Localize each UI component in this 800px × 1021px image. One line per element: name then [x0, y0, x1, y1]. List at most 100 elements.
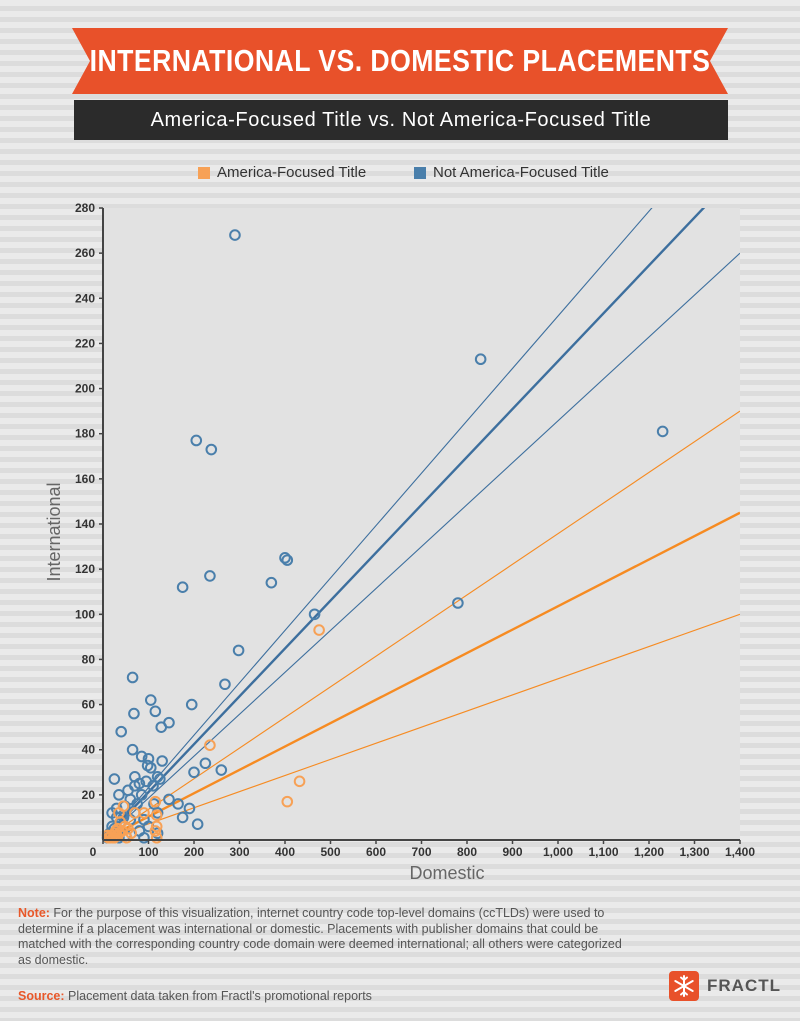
- y-tick-label-280: 280: [75, 201, 95, 215]
- point-america-23: [113, 807, 125, 819]
- point-not-america-30: [215, 764, 228, 776]
- y-tick-label-220: 220: [75, 336, 95, 350]
- source-text: Placement data taken from Fractl's promo…: [64, 989, 372, 1003]
- point-america-29: [120, 831, 133, 844]
- y-tick-label-200: 200: [75, 382, 95, 396]
- brand-logo: FRACTL: [669, 971, 781, 1001]
- point-not-america-42: [163, 793, 175, 806]
- point-america-0: [313, 624, 325, 636]
- point-not-america-7: [204, 570, 216, 582]
- trendline-america-fit: [103, 511, 740, 840]
- x-tick-label-100: 100: [138, 845, 158, 859]
- x-tick-label-300: 300: [229, 845, 249, 859]
- x-tick-label-400: 400: [275, 845, 295, 859]
- point-not-america-13: [219, 678, 231, 691]
- point-america-1: [204, 739, 216, 752]
- point-not-america-26: [199, 757, 212, 770]
- trendline-america-lower: [103, 613, 740, 840]
- point-america-5: [150, 809, 163, 821]
- y-tick-label-40: 40: [82, 743, 96, 757]
- legend-label-america: America-Focused Title: [217, 164, 367, 181]
- point-not-america-0: [229, 229, 241, 241]
- point-not-america-10: [308, 608, 321, 621]
- point-not-america-28: [144, 761, 157, 774]
- legend: America-Focused Title Not America-Focuse…: [0, 164, 800, 184]
- point-not-america-1: [474, 353, 487, 366]
- point-not-america-6: [281, 554, 294, 566]
- point-not-america-4: [205, 443, 218, 456]
- point-not-america-33: [151, 771, 164, 783]
- point-not-america-15: [144, 694, 157, 706]
- x-tick-label-700: 700: [411, 845, 431, 859]
- snowflake-icon: [669, 971, 699, 1001]
- point-america-4: [149, 795, 162, 808]
- y-tick-label-140: 140: [75, 517, 95, 531]
- point-not-america-43: [172, 798, 184, 810]
- point-not-america-18: [149, 705, 162, 718]
- y-tick-label-260: 260: [75, 246, 95, 260]
- x-tick-label-200: 200: [184, 845, 204, 859]
- point-america-25: [138, 807, 150, 819]
- point-not-america-52: [191, 818, 204, 831]
- point-america-3: [281, 795, 294, 808]
- point-not-america-9: [265, 576, 278, 589]
- point-not-america-14: [126, 671, 139, 684]
- point-not-america-11: [452, 597, 464, 609]
- trendline-america-upper: [103, 410, 740, 840]
- x-axis-title: Domestic: [409, 863, 484, 883]
- title-banner-shape: [72, 28, 728, 94]
- brand-name: FRACTL: [707, 976, 781, 995]
- x-tick-label-1000: 1,000: [543, 845, 573, 859]
- point-not-america-22: [126, 743, 139, 756]
- point-not-america-34: [154, 773, 166, 785]
- point-not-america-50: [176, 811, 189, 824]
- point-not-america-25: [156, 755, 168, 767]
- legend-swatch-america: [198, 166, 210, 179]
- x-tick-label-1200: 1,200: [634, 845, 664, 859]
- scatter-chart: 20 40 60 80 100 120 140 160 180 200 220 240 260 280 0 1…: [44, 201, 755, 883]
- y-tick-label-160: 160: [75, 472, 95, 486]
- y-tick-label-100: 100: [75, 607, 95, 621]
- x-tick-label-1300: 1,300: [679, 845, 709, 859]
- x-tick-label-1400: 1,400: [725, 845, 755, 859]
- x-tick-label-0: 0: [90, 845, 97, 859]
- source-label: Source:: [18, 989, 65, 1003]
- point-not-america-21: [115, 725, 127, 738]
- point-america-26: [108, 831, 121, 844]
- title-banner: INTERNATIONAL VS. DOMESTIC PLACEMENTS: [72, 28, 728, 94]
- point-america-8: [150, 831, 163, 844]
- legend-item-not-america: Not America-Focused Title: [414, 164, 609, 181]
- point-not-america-5: [279, 552, 291, 564]
- note-paragraph: Note: For the purpose of this visualizat…: [18, 906, 638, 968]
- legend-label-not-america: Not America-Focused Title: [433, 164, 609, 181]
- y-tick-label-80: 80: [82, 652, 96, 666]
- trendline-not-america-fit: [103, 208, 706, 840]
- x-tick-label-1100: 1,100: [588, 845, 618, 859]
- plot-area: [103, 208, 740, 840]
- point-not-america-17: [128, 707, 140, 720]
- point-not-america-31: [108, 773, 121, 785]
- point-not-america-23: [135, 750, 148, 763]
- point-not-america-63: [138, 831, 150, 844]
- y-tick-label-60: 60: [82, 698, 96, 712]
- point-not-america-29: [188, 766, 200, 779]
- point-not-america-41: [135, 789, 148, 801]
- point-not-america-47: [183, 802, 196, 815]
- y-tick-label-180: 180: [75, 427, 95, 441]
- x-tick-label-600: 600: [366, 845, 386, 859]
- legend-swatch-not-america: [414, 166, 426, 179]
- trendline-not-america-upper: [103, 208, 653, 840]
- x-tick-label-900: 900: [502, 845, 522, 859]
- x-tick-label-500: 500: [320, 845, 340, 859]
- y-tick-label-240: 240: [75, 291, 95, 305]
- point-not-america-12: [232, 644, 245, 657]
- note-text: For the purpose of this visualization, i…: [18, 906, 622, 967]
- point-not-america-66: [106, 807, 118, 819]
- point-not-america-16: [185, 698, 198, 711]
- note-label: Note:: [18, 906, 50, 920]
- point-not-america-8: [176, 581, 189, 594]
- page-title: INTERNATIONAL VS. DOMESTIC PLACEMENTS: [89, 43, 711, 78]
- point-america-7: [149, 825, 162, 837]
- point-not-america-38: [147, 780, 159, 792]
- y-tick-label-20: 20: [82, 788, 96, 802]
